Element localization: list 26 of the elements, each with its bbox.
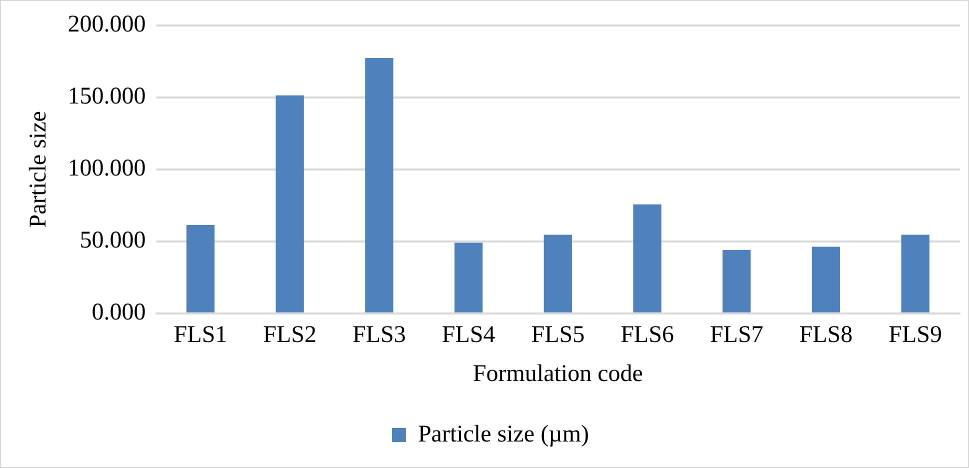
bar bbox=[722, 250, 751, 312]
legend-label: Particle size (µm) bbox=[418, 421, 590, 448]
y-tick-label: 200.000 bbox=[68, 12, 146, 38]
x-tick-label: FLS3 bbox=[352, 322, 406, 348]
y-tick-label: 50.000 bbox=[80, 228, 146, 254]
x-tick-label: FLS5 bbox=[531, 322, 585, 348]
bar bbox=[365, 58, 394, 312]
x-tick-label: FLS9 bbox=[888, 322, 942, 348]
y-tick-label: 0.000 bbox=[92, 300, 146, 326]
bar bbox=[544, 234, 572, 312]
y-tick-label: 100.000 bbox=[68, 156, 146, 182]
bar bbox=[186, 224, 215, 312]
bar bbox=[901, 234, 930, 312]
y-axis-title: Particle size bbox=[26, 111, 52, 228]
bar bbox=[454, 242, 483, 312]
x-tick-label: FLS8 bbox=[799, 322, 853, 348]
x-tick-label: FLS2 bbox=[263, 322, 317, 348]
x-tick-label: FLS4 bbox=[442, 322, 496, 348]
bar bbox=[812, 246, 840, 312]
bar bbox=[633, 204, 662, 312]
bar bbox=[276, 95, 304, 312]
x-tick-label: FLS1 bbox=[174, 322, 228, 348]
x-axis-title: Formulation code bbox=[472, 360, 643, 387]
x-tick-label: FLS6 bbox=[620, 322, 674, 348]
x-tick-label: FLS7 bbox=[710, 322, 764, 348]
y-tick-label: 150.000 bbox=[68, 84, 146, 110]
